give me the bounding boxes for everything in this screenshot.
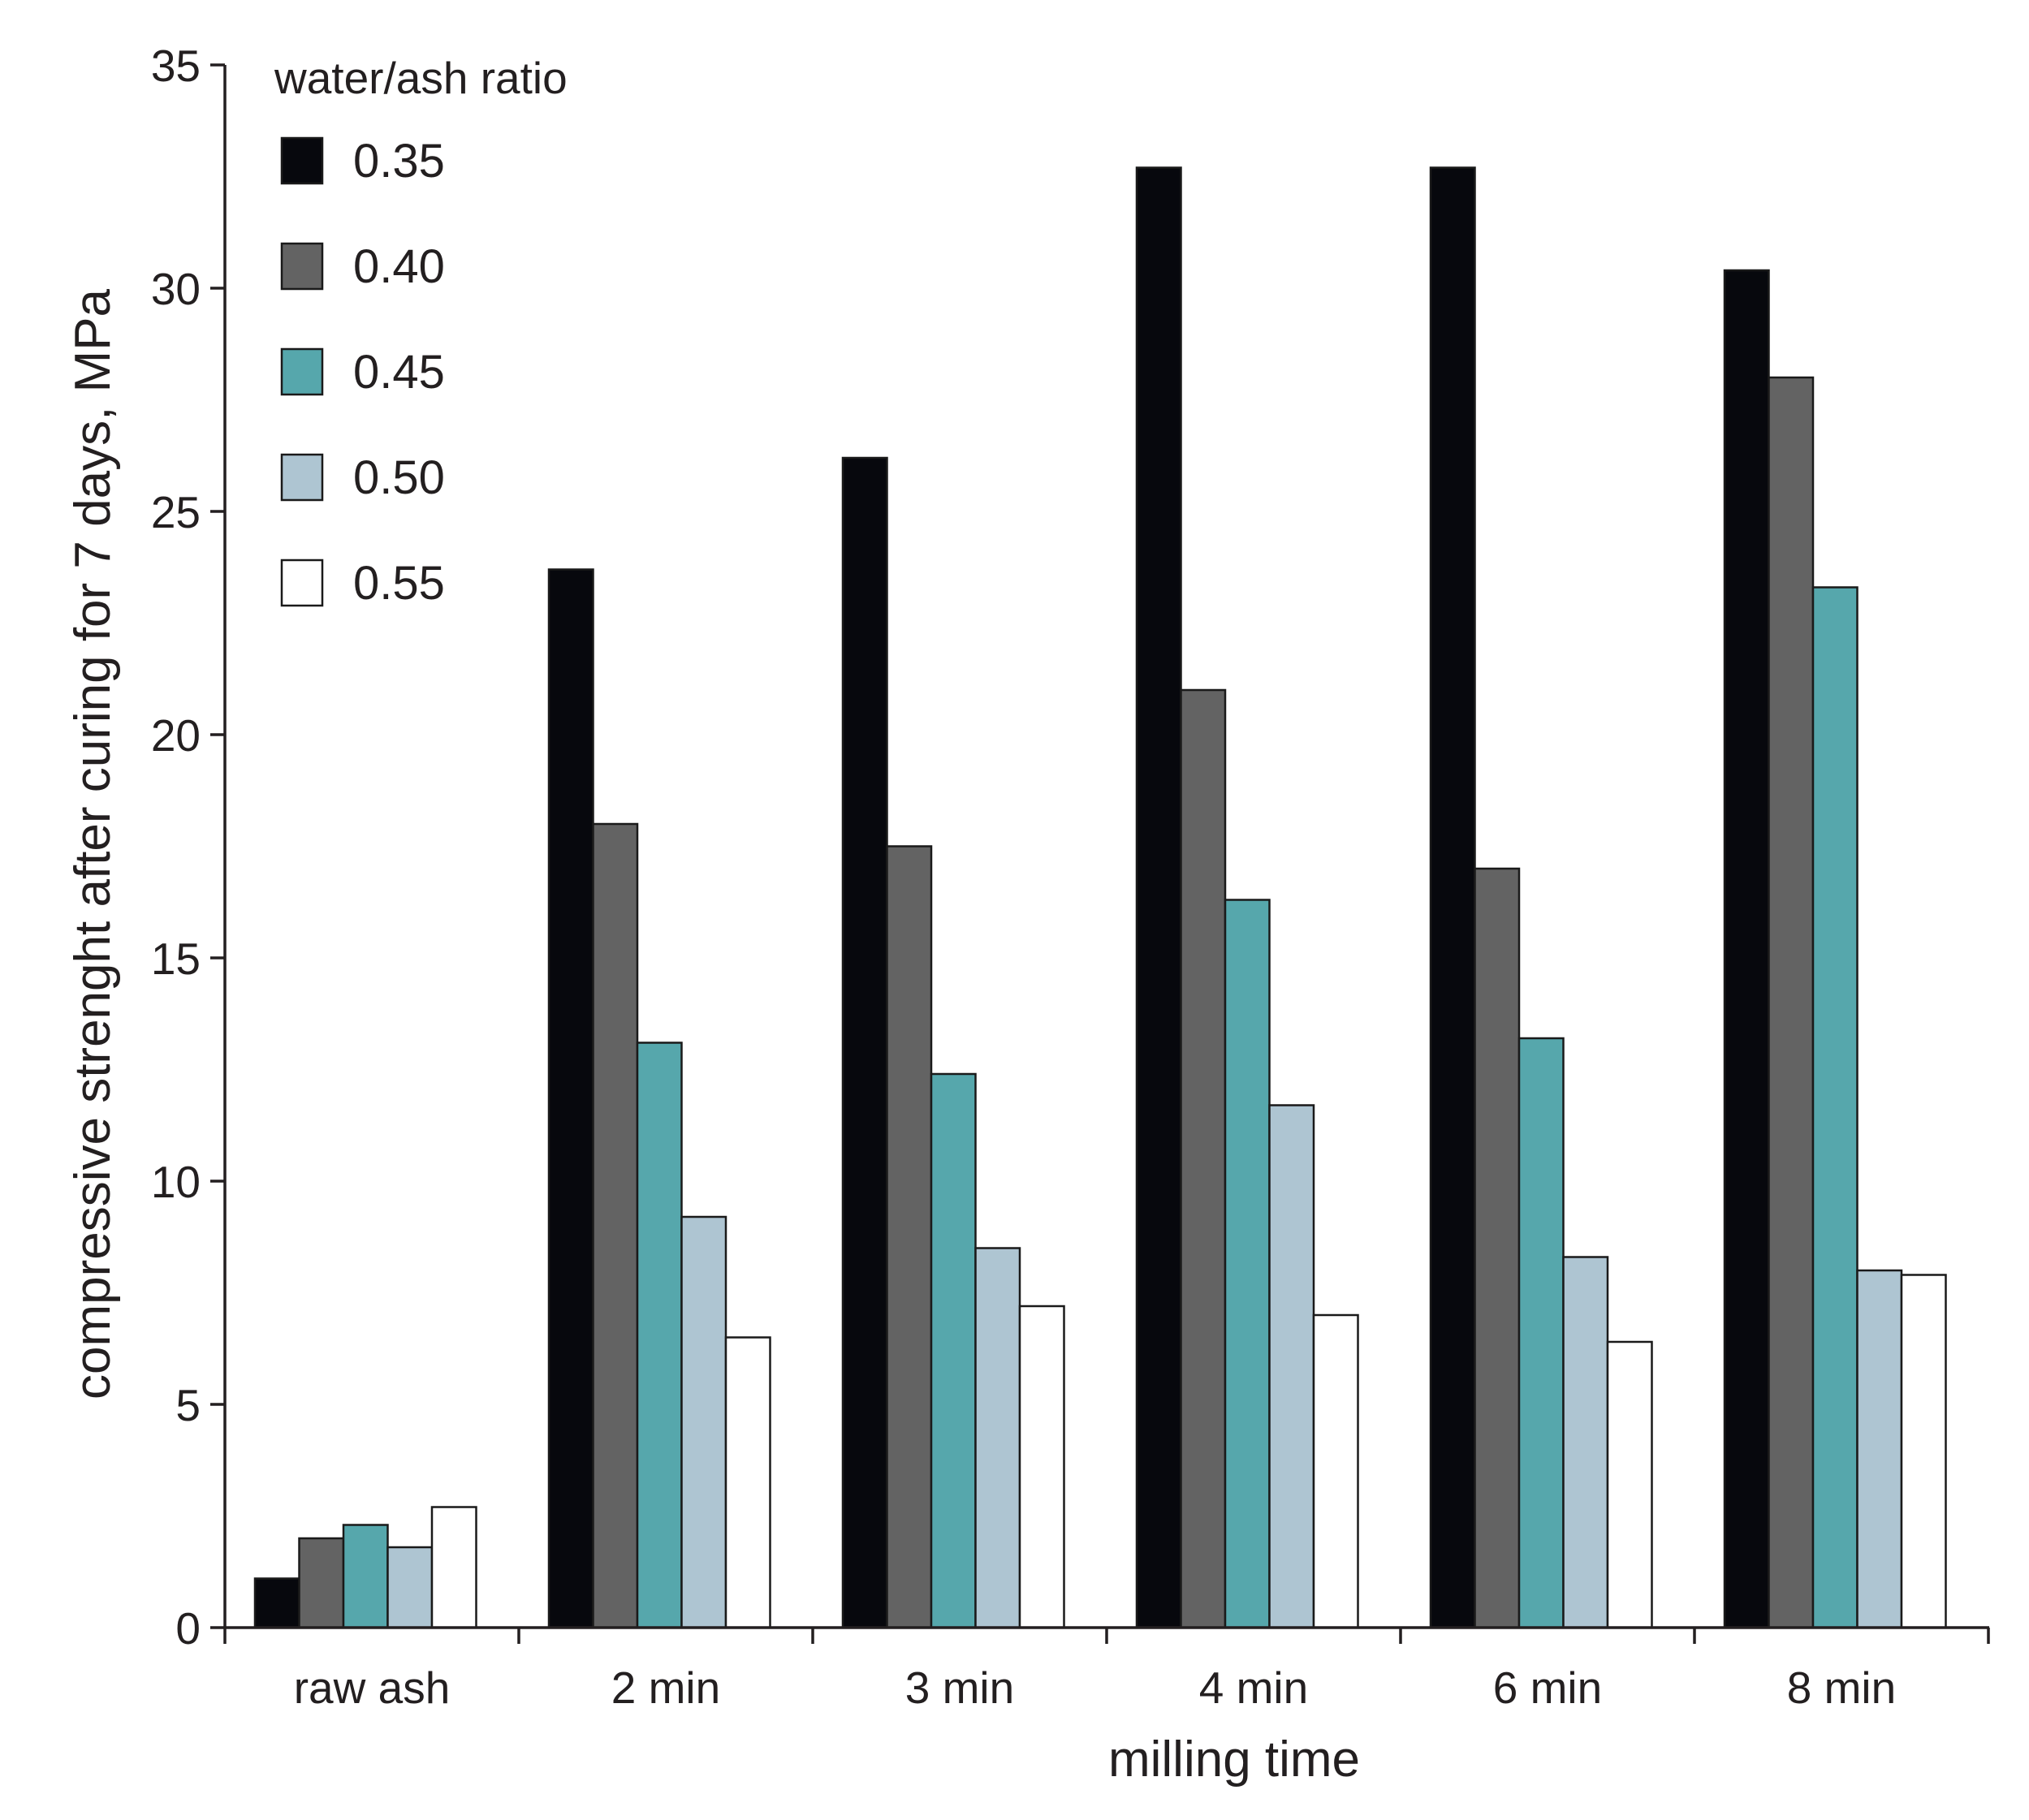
bar-2-min-0.50 <box>680 1215 727 1629</box>
bar-raw-ash-0.40 <box>298 1537 345 1629</box>
bar-raw-ash-0.55 <box>430 1506 477 1629</box>
bar-4-min-0.40 <box>1180 688 1227 1629</box>
axes-layer: 0 5 10 15 20 25 30 35 raw ash 2 min 3 min 4 min 6 mi… <box>151 41 1990 1713</box>
bar-raw-ash-0.35 <box>253 1577 300 1629</box>
bar-6-min-0.40 <box>1474 867 1521 1629</box>
bar-3-min-0.45 <box>930 1072 977 1629</box>
x-tick-label: 3 min <box>905 1663 1015 1713</box>
x-tick-label: 8 min <box>1787 1663 1897 1713</box>
x-tick-label: 6 min <box>1493 1663 1603 1713</box>
bar-4-min-0.55 <box>1312 1313 1359 1629</box>
bar-2-min-0.35 <box>547 568 594 1629</box>
legend-label: 0.40 <box>353 240 445 293</box>
y-tick-label: 35 <box>151 41 201 91</box>
legend-label: 0.45 <box>353 346 445 399</box>
y-tick-label: 15 <box>151 934 201 984</box>
y-tick-label: 25 <box>151 487 201 537</box>
bar-8-min-0.50 <box>1856 1269 1903 1629</box>
legend-label: 0.35 <box>353 135 445 188</box>
bars-layer <box>253 166 1947 1629</box>
bar-4-min-0.35 <box>1135 166 1182 1629</box>
bar-6-min-0.55 <box>1606 1340 1653 1629</box>
x-tick-label: 4 min <box>1199 1663 1309 1713</box>
y-tick-label: 5 <box>175 1380 201 1430</box>
bar-8-min-0.40 <box>1768 376 1815 1629</box>
legend-label: 0.50 <box>353 451 445 504</box>
legend-label: 0.55 <box>353 557 445 610</box>
legend-swatch <box>280 347 324 396</box>
x-tick-label: raw ash <box>294 1663 451 1713</box>
bar-4-min-0.50 <box>1268 1104 1315 1629</box>
bar-3-min-0.55 <box>1018 1305 1065 1629</box>
bar-2-min-0.55 <box>724 1336 771 1629</box>
bar-8-min-0.35 <box>1723 269 1770 1629</box>
y-axis-label: compressive strenght after curing for 7 … <box>65 288 121 1400</box>
bar-raw-ash-0.50 <box>386 1546 434 1629</box>
y-tick-label: 10 <box>151 1157 201 1207</box>
x-tick-label: 2 min <box>611 1663 721 1713</box>
legend-swatch <box>280 136 324 185</box>
bar-6-min-0.45 <box>1517 1037 1565 1629</box>
bar-3-min-0.40 <box>886 845 933 1629</box>
legend-swatch <box>280 453 324 502</box>
bar-8-min-0.55 <box>1900 1274 1947 1629</box>
bar-3-min-0.35 <box>841 456 888 1629</box>
x-axis-label: milling time <box>1108 1732 1360 1788</box>
legend-title: water/ash ratio <box>274 53 568 103</box>
bar-raw-ash-0.45 <box>342 1524 389 1629</box>
bar-4-min-0.45 <box>1224 899 1271 1629</box>
bar-2-min-0.45 <box>636 1042 683 1629</box>
bar-6-min-0.50 <box>1562 1256 1609 1629</box>
y-tick-label: 30 <box>151 264 201 314</box>
legend-swatch <box>280 559 324 607</box>
legend: water/ash ratio 0.35 0.40 0.45 0.50 0.55 <box>274 53 568 610</box>
y-tick-label: 0 <box>175 1603 201 1654</box>
bar-6-min-0.35 <box>1429 166 1476 1629</box>
legend-swatch <box>280 242 324 291</box>
bar-3-min-0.50 <box>974 1247 1021 1629</box>
bar-2-min-0.40 <box>592 822 639 1629</box>
bar-8-min-0.45 <box>1811 586 1858 1629</box>
y-tick-label: 20 <box>151 710 201 761</box>
